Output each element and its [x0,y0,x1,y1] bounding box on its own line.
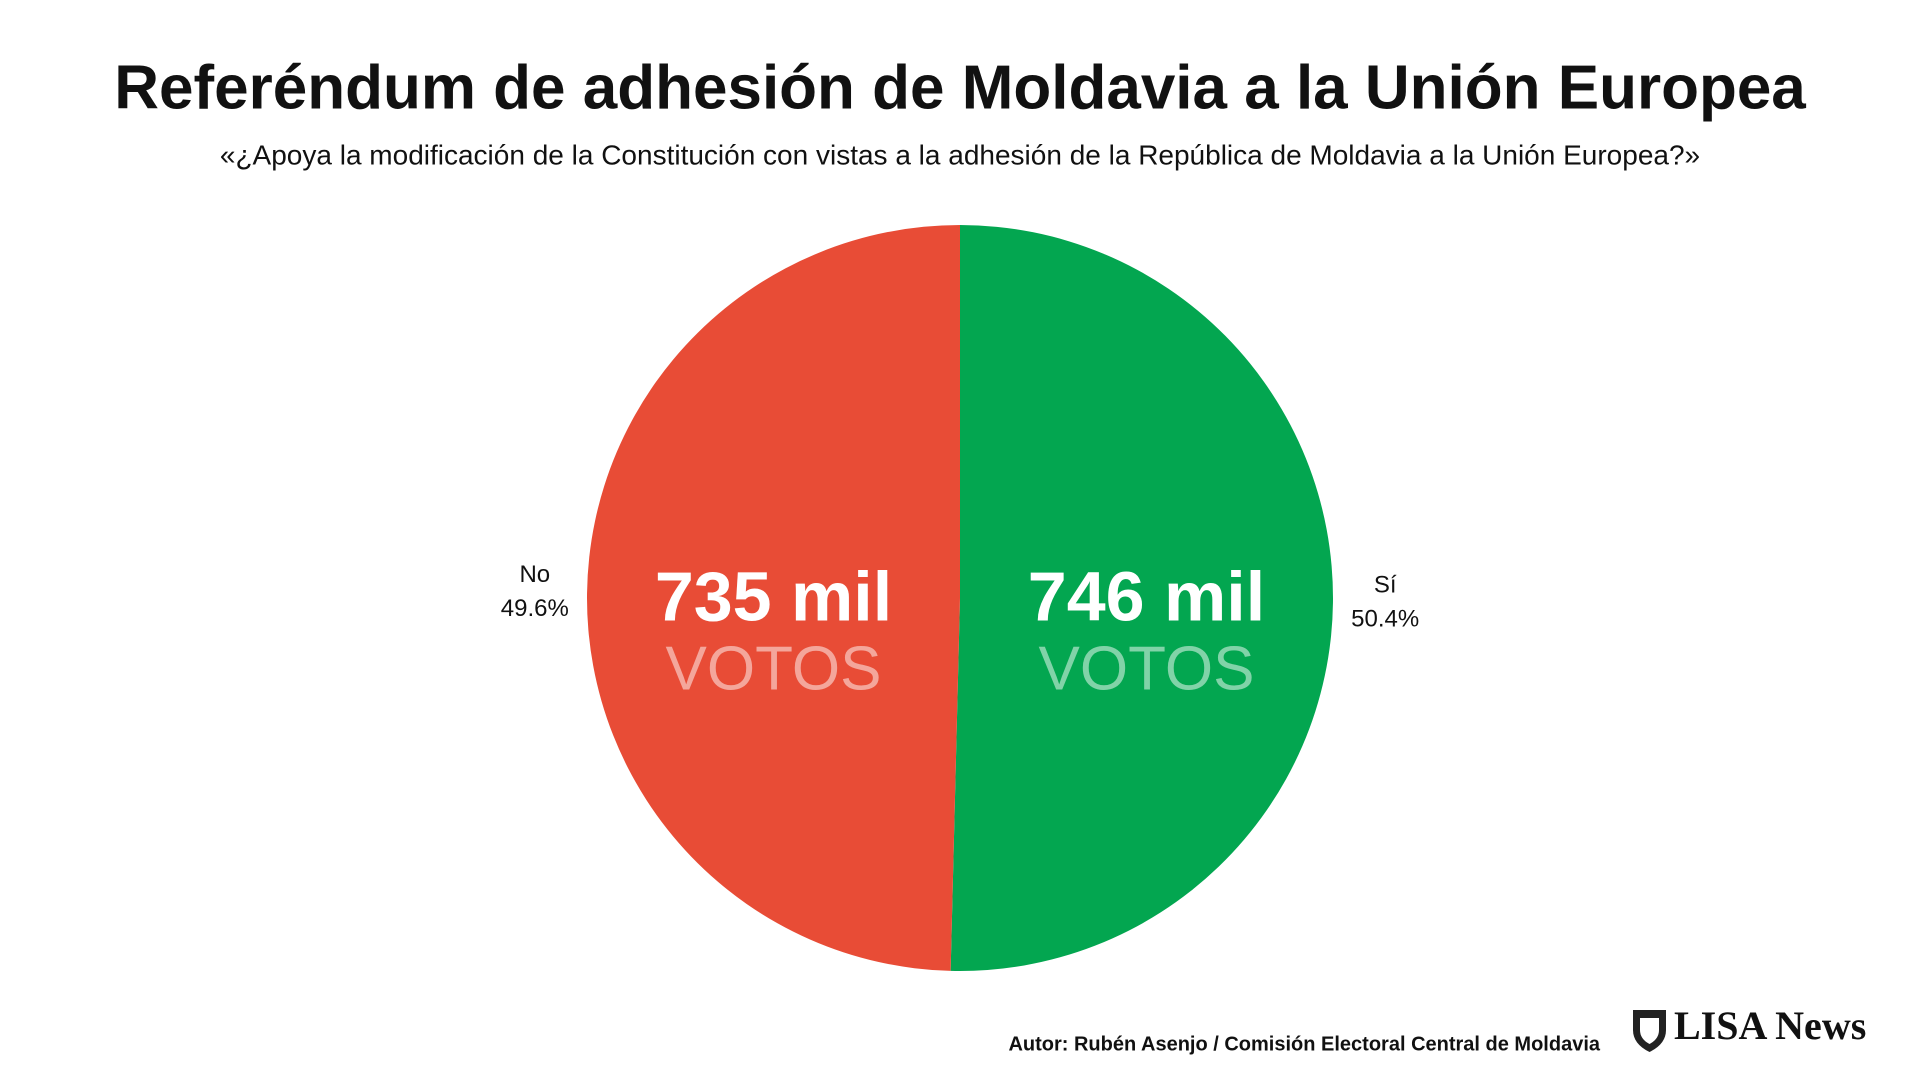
chart-title: Referéndum de adhesión de Moldavia a la … [114,53,1806,122]
source: Autor: Rubén Asenjo / Comisión Electoral… [1008,1033,1600,1055]
vote-unit: VOTOS [666,634,882,703]
pie-slice [586,225,960,971]
chart-subtitle: «¿Apoya la modificación de la Constituci… [220,139,1700,170]
vote-unit: VOTOS [1039,634,1255,703]
brand-name: LISA News [1674,1003,1866,1048]
vote-count: 746 mil [1028,557,1265,635]
slice-label: No [519,561,550,588]
brand-logo: LISA News [1633,1003,1866,1052]
vote-count: 735 mil [655,557,892,635]
value-label: 49.6% [501,595,569,622]
pie-slice [950,225,1333,971]
logo-shield-inner [1640,1018,1659,1044]
value-label: 50.4% [1351,606,1419,633]
slice-label: Sí [1374,572,1397,599]
